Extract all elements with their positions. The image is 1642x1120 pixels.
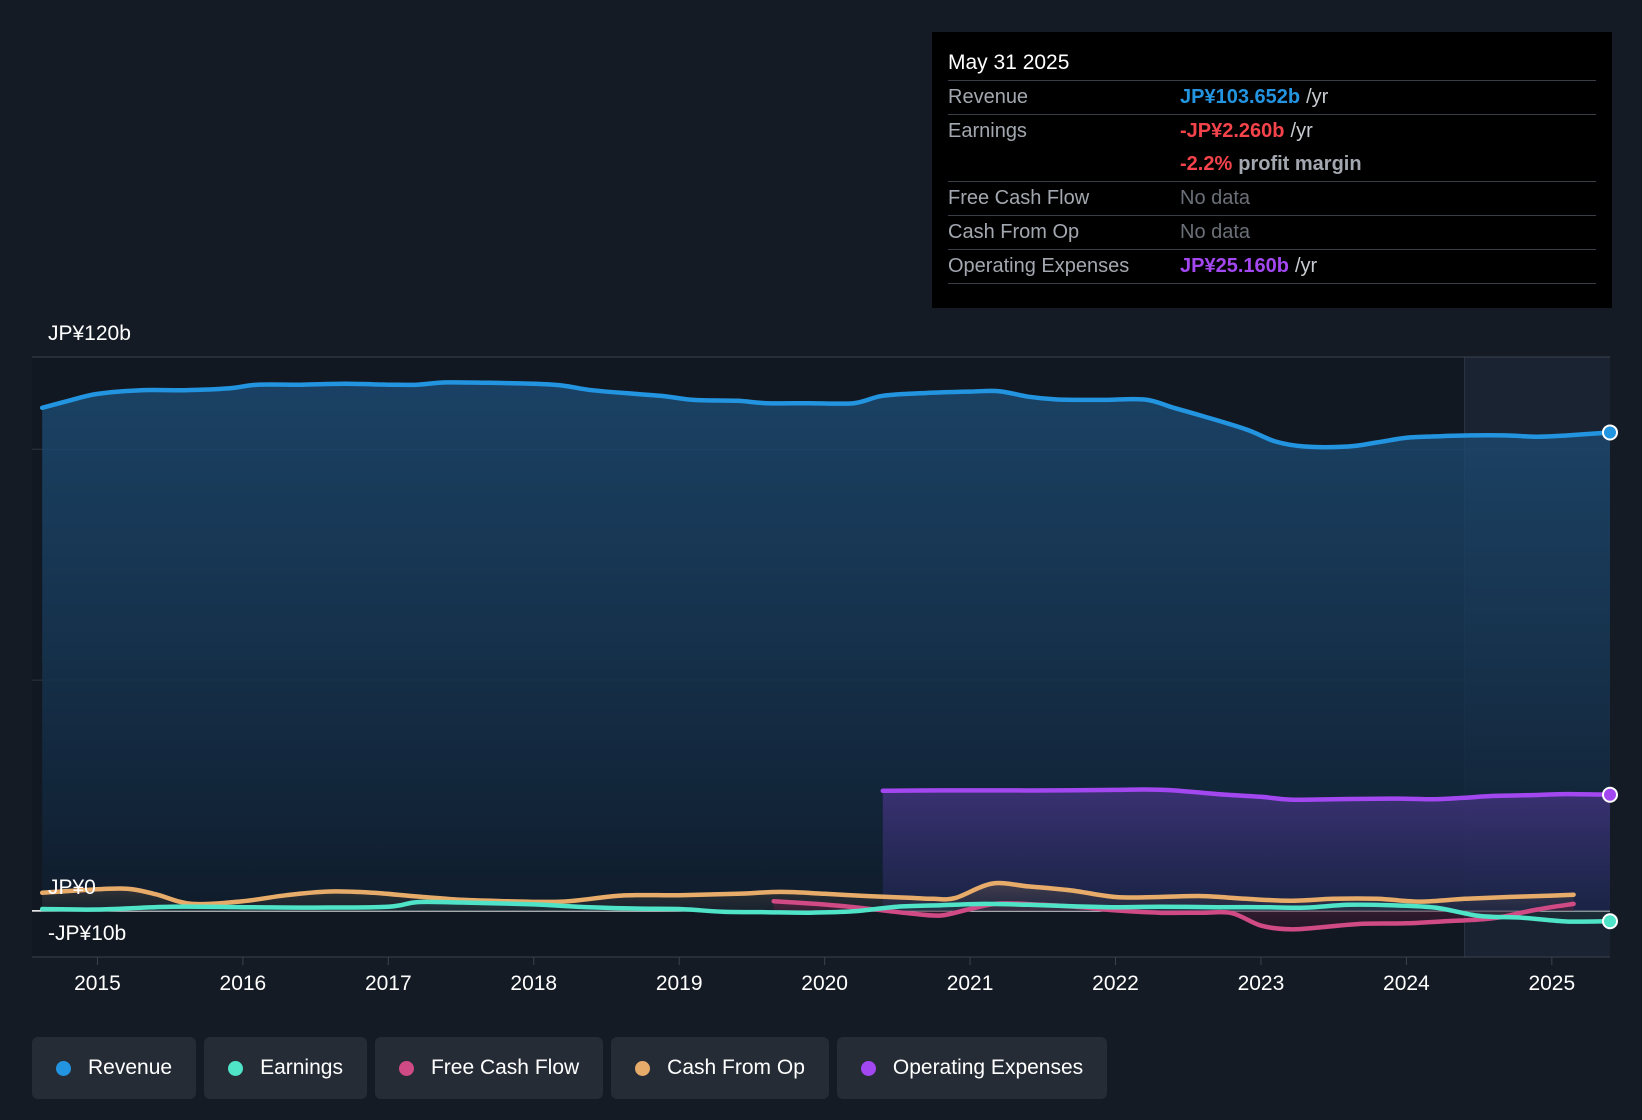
x-tick-label: 2023 [1238,972,1285,995]
tooltip-earnings-label: Earnings [948,120,1027,142]
tooltip-revenue-label: Revenue [948,86,1029,108]
x-tick-label: 2019 [656,972,703,995]
legend-label-cash-from-op: Cash From Op [667,1056,805,1079]
legend-label-free-cash-flow: Free Cash Flow [430,1056,580,1079]
tooltip-fcf-value: No data [1180,187,1251,209]
tooltip-opex-value: JP¥25.160b [1180,255,1289,277]
legend-dot-operating-expenses [860,1060,876,1076]
legend-item-cash-from-op[interactable]: Cash From Op [611,1037,829,1099]
tooltip-date: May 31 2025 [948,51,1070,74]
x-tick-label: 2018 [510,972,557,995]
legend-label-earnings: Earnings [260,1056,343,1079]
tooltip-row-margin: -2.2% profit margin [948,148,1596,181]
tooltip-opex-unit: /yr [1294,255,1318,277]
tooltip-row-opex: Operating Expenses JP¥25.160b /yr [948,249,1596,284]
legend-item-operating-expenses[interactable]: Operating Expenses [836,1037,1108,1099]
x-tick-label: 2017 [365,972,412,995]
tooltip-margin-text: profit margin [1238,153,1362,175]
series-line-fcf [771,898,1576,932]
legend-item-earnings[interactable]: Earnings [204,1037,367,1099]
legend-label-operating-expenses: Operating Expenses [892,1056,1084,1079]
end-marker-opex [1602,786,1618,803]
end-marker-revenue [1602,424,1618,441]
series-line-opex [880,787,1613,802]
legend-dot-free-cash-flow [398,1060,414,1076]
area-revenue [42,382,1611,911]
chart-area: 2015 2016 2017 2018 2019 2020 2021 2022 2023 2024… [32,322,1618,995]
end-marker-earnings [1602,913,1618,930]
tooltip-row-cfo: Cash From Op No data [948,215,1596,249]
x-tick-label: 2020 [801,972,848,995]
legend-item-revenue[interactable]: Revenue [32,1037,197,1099]
area-opex [882,789,1610,911]
tooltip-earnings-value: -JP¥2.260b [1180,120,1285,142]
x-tick-label: 2015 [74,972,121,995]
y-axis-label-zero: JP¥0 [48,876,96,899]
tooltip-margin-value: -2.2% [1180,153,1233,175]
tooltip-fcf-label: Free Cash Flow [948,187,1090,209]
chart-legend: Revenue Earnings Free Cash Flow Cash Fro… [32,1037,1108,1099]
legend-dot-earnings [228,1060,244,1076]
legend-item-free-cash-flow[interactable]: Free Cash Flow [374,1037,604,1099]
series-line-earnings [39,899,1613,924]
tooltip-row-revenue: Revenue JP¥103.652b /yr [948,80,1596,114]
tooltip-row-earnings: Earnings -JP¥2.260b /yr [948,114,1596,148]
tooltip-revenue-unit: /yr [1306,86,1329,108]
tooltip-revenue-value: JP¥103.652b [1180,86,1301,108]
x-tick-label: 2021 [947,972,994,995]
tooltip-row-fcf: Free Cash Flow No data [948,181,1596,215]
series-line-cfo [39,880,1576,907]
y-axis-label-bottom: -JP¥10b [48,922,126,945]
x-tick-label: 2024 [1383,972,1430,995]
y-axis-label-top: JP¥120b [48,322,131,345]
legend-label-revenue: Revenue [88,1056,173,1079]
tooltip-earnings-unit: /yr [1290,120,1313,142]
series-line-revenue [39,380,1613,450]
tooltip-cfo-value: No data [1180,221,1251,243]
legend-dot-cash-from-op [635,1060,651,1076]
tooltip-cfo-label: Cash From Op [948,221,1080,243]
x-tick-label: 2022 [1092,972,1139,995]
hover-tooltip: May 31 2025 Revenue JP¥103.652b /yr Earn… [932,32,1612,308]
tooltip-opex-label: Operating Expenses [948,255,1130,277]
x-tick-label: 2016 [220,972,267,995]
x-tick-label: 2025 [1528,972,1575,995]
legend-dot-revenue [56,1060,71,1076]
